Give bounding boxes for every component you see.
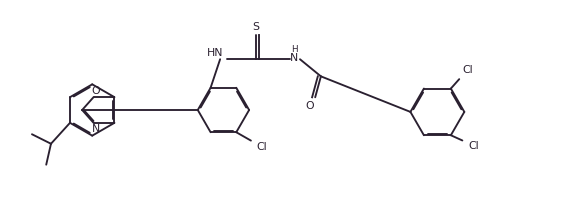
Text: N: N <box>92 124 100 134</box>
Text: Cl: Cl <box>462 65 473 75</box>
Text: Cl: Cl <box>468 141 479 151</box>
Text: HN: HN <box>207 48 224 58</box>
Text: Cl: Cl <box>256 142 267 152</box>
Text: H: H <box>291 45 298 54</box>
Text: N: N <box>290 53 298 63</box>
Text: O: O <box>91 86 100 96</box>
Text: O: O <box>305 101 314 111</box>
Text: S: S <box>253 22 260 32</box>
